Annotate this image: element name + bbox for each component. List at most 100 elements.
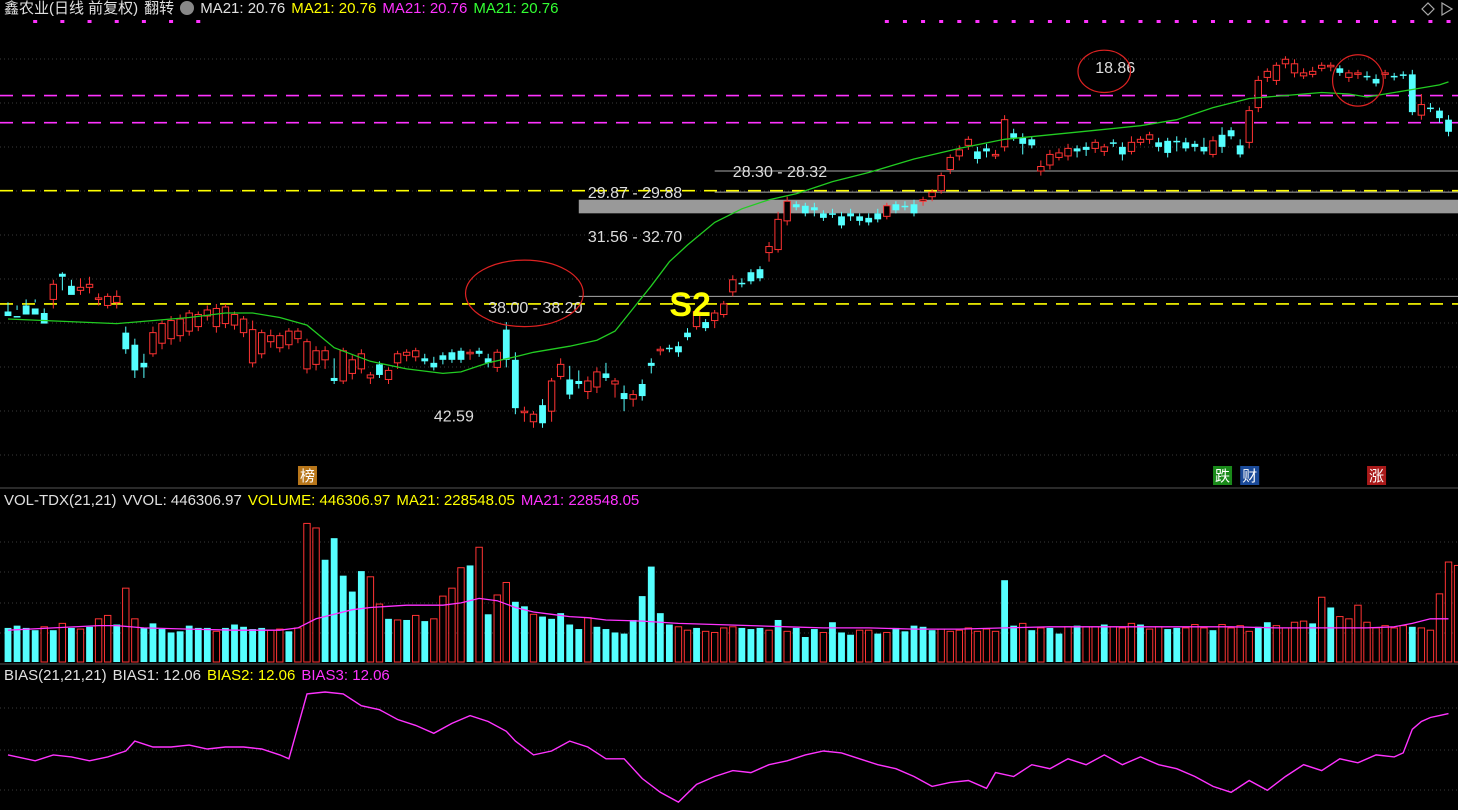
volume-bar (1453, 564, 1458, 663)
volume-bar (629, 619, 637, 662)
signal-marker (87, 20, 92, 23)
candle-body (1082, 146, 1090, 150)
volume-bar (874, 633, 882, 662)
mode-label[interactable]: 翻转 (144, 0, 175, 17)
candle-body (702, 322, 710, 329)
candle-body (1055, 152, 1063, 158)
volume-bar (149, 623, 157, 662)
volume-bar (412, 614, 420, 663)
candle-body (1127, 141, 1136, 152)
volume-bar (231, 624, 238, 662)
volume-bar (819, 631, 828, 663)
guide-lines (0, 94, 1458, 305)
candle-body (1010, 133, 1018, 138)
volume-bar (1327, 607, 1335, 662)
candle-body (140, 362, 148, 368)
volume-bar (375, 603, 384, 663)
signal-marker (939, 20, 944, 23)
candle-body (376, 364, 383, 375)
volume-bar (865, 629, 873, 663)
volume-bar (557, 613, 565, 662)
signal-marker (1156, 20, 1161, 23)
volume-bar (466, 565, 474, 662)
candle-body (1236, 145, 1244, 155)
candle-body (1281, 58, 1290, 65)
candle-body (312, 350, 320, 365)
candle-body (402, 351, 411, 356)
volume-bar (1173, 627, 1181, 662)
candle-body (856, 216, 864, 221)
signal-marker (921, 20, 926, 23)
volume-bar (1127, 622, 1136, 663)
candle-body (58, 273, 66, 277)
stock-title[interactable]: 鑫农业(日线 前复权) (4, 0, 139, 17)
candle-body (285, 330, 293, 346)
volume-bar (303, 522, 311, 663)
event-badge (1240, 466, 1260, 485)
price-annotation: 31.56 - 32.70 (588, 229, 682, 246)
volume-bar (294, 627, 302, 663)
signal-marker (1301, 20, 1306, 23)
candle-body (49, 283, 57, 300)
signal-marker (169, 20, 174, 23)
volume-bar (1019, 622, 1027, 663)
volume-bar (674, 626, 683, 663)
volume-bar (430, 618, 438, 663)
volume-bar (1254, 626, 1262, 662)
candle-body (874, 213, 882, 220)
volume-bar (575, 629, 583, 662)
signal-marker (1355, 20, 1360, 23)
signal-marker (1392, 20, 1397, 23)
candle-body (103, 295, 112, 306)
volume-bar (249, 629, 257, 662)
candle-body (928, 191, 936, 198)
candle-body (1308, 70, 1317, 75)
volume-bar (1381, 625, 1389, 663)
ma-legend-item: MA21: 20.76 (473, 0, 559, 17)
signal-marker (1374, 20, 1379, 23)
settings-icon[interactable] (180, 1, 195, 15)
volume-bar (339, 575, 347, 662)
candle-body (176, 318, 184, 337)
volume-bar (1263, 622, 1271, 662)
bias-line (7, 691, 1449, 803)
volume-bar (4, 627, 12, 662)
volume-bar (1390, 627, 1398, 663)
candle-body (1091, 141, 1099, 149)
candle-body (1109, 142, 1117, 144)
volume-bar (385, 618, 392, 662)
candle-body (1299, 72, 1308, 77)
candle-body (529, 413, 538, 423)
candle-body (194, 314, 202, 328)
candle-body (439, 355, 447, 360)
volume-bar (647, 566, 655, 662)
candle-body (1336, 68, 1344, 73)
price-annotation: 29.87 - 29.88 (588, 185, 682, 202)
candle-body (602, 373, 610, 378)
bias-panel-header: BIAS(21,21,21) BIAS1: 12.06 BIAS2: 12.06 BI… (4, 667, 396, 685)
volume-bar (1055, 633, 1063, 662)
candle-body (1290, 63, 1299, 74)
candle-body (820, 213, 827, 218)
event-badge (297, 466, 317, 485)
volume-bar (892, 627, 900, 662)
candle-body (1363, 75, 1371, 78)
candle-body (647, 362, 655, 366)
signal-marker (1084, 20, 1089, 23)
volume-bar (1200, 627, 1208, 663)
candle-body (13, 316, 21, 318)
volume-bar (393, 619, 402, 663)
volume-legend-item: MA21: 228548.05 (520, 492, 640, 509)
volume-bar (94, 618, 103, 663)
volume-bar (40, 626, 48, 663)
volume-bar (131, 618, 139, 663)
volume-bar (1417, 627, 1426, 663)
volume-bar (1363, 621, 1371, 663)
volume-bar (720, 627, 728, 663)
candle-body (239, 318, 248, 334)
candle-body (1182, 142, 1190, 149)
candle-body (257, 332, 266, 355)
candle-body (991, 153, 1000, 157)
ma21-line (7, 81, 1449, 375)
